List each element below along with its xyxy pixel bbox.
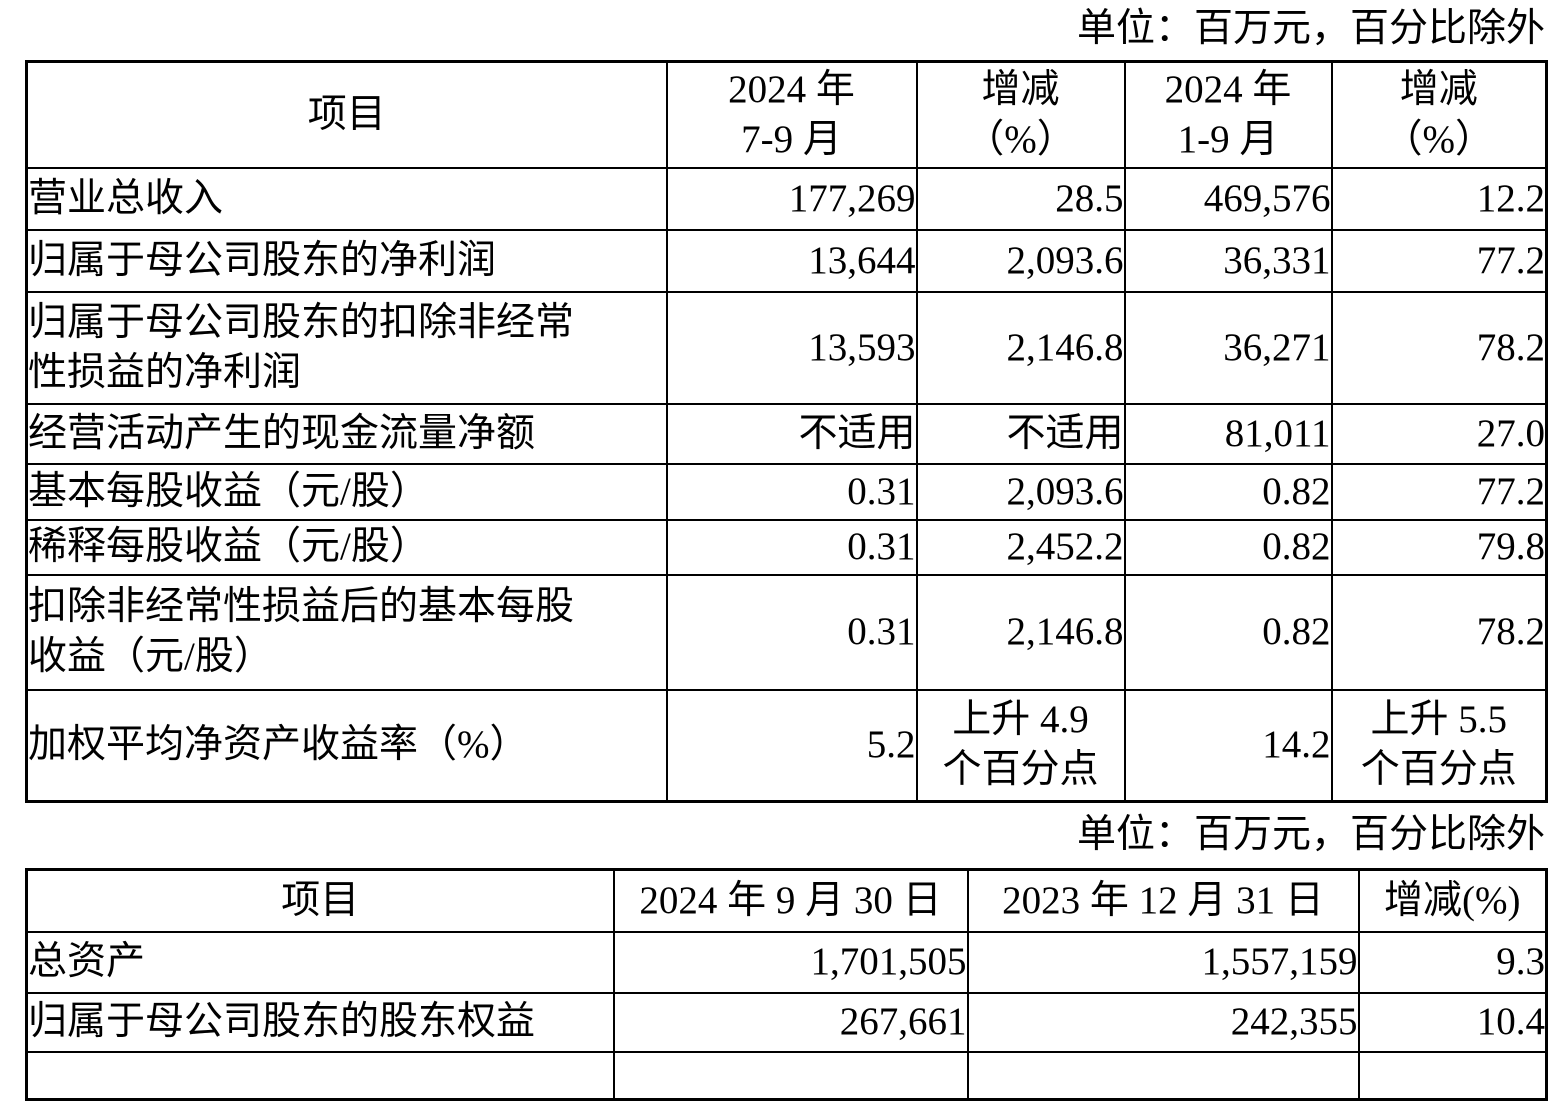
value-cell-q3: 0.31	[665, 573, 918, 691]
row-label-cell: 营业总收入	[25, 166, 668, 231]
row-label-cell: 稀释每股收益（元/股）	[25, 518, 668, 576]
value-cell-ytd: 81,011	[1123, 402, 1333, 465]
column-header-2024-09-30: 2024 年 9 月 30 日	[612, 868, 969, 933]
value-cell-change: 9.3	[1357, 930, 1548, 994]
value-cell-ytd-change: 上升 5.5 个百分点	[1330, 688, 1548, 803]
value-cell-ytd: 36,331	[1123, 228, 1333, 293]
value-cell-ytd-change: 79.8	[1330, 518, 1548, 576]
value-cell-ytd-change: 78.2	[1330, 573, 1548, 691]
column-header-item: 项目	[25, 868, 615, 933]
table-header-row: 项目 2024 年 9 月 30 日 2023 年 12 月 31 日 增减(%…	[25, 868, 1548, 933]
row-label-cell: 经营活动产生的现金流量净额	[25, 402, 668, 465]
quarterly-results-table: 项目 2024 年 7-9 月 增减 （%） 2024 年 1-9 月 增减 （…	[25, 60, 1548, 803]
value-cell-q3: 177,269	[665, 166, 918, 231]
value-cell-q3: 0.31	[665, 518, 918, 576]
table-row: 营业总收入 177,269 28.5 469,576 12.2	[25, 166, 1548, 231]
column-header-2024-q3: 2024 年 7-9 月	[665, 60, 918, 169]
value-cell-ytd: 0.82	[1123, 462, 1333, 521]
value-cell-ytd-change: 27.0	[1330, 402, 1548, 465]
table-row: 加权平均净资产收益率（%） 5.2 上升 4.9 个百分点 14.2 上升 5.…	[25, 688, 1548, 803]
row-label-cell: 归属于母公司股东的扣除非经常 性损益的净利润	[25, 290, 668, 405]
value-cell-ytd-change: 77.2	[1330, 462, 1548, 521]
table-row: 归属于母公司股东的扣除非经常 性损益的净利润 13,593 2,146.8 36…	[25, 290, 1548, 405]
row-label-cell: 总资产	[25, 930, 615, 994]
value-cell-q3-change: 2,146.8	[915, 290, 1126, 405]
value-cell-q3-change: 不适用	[915, 402, 1126, 465]
row-label-cell	[25, 1050, 615, 1101]
row-label-cell: 基本每股收益（元/股）	[25, 462, 668, 521]
table-row: 归属于母公司股东的净利润 13,644 2,093.6 36,331 77.2	[25, 228, 1548, 293]
column-header-item: 项目	[25, 60, 668, 169]
value-cell-2024: 267,661	[612, 991, 969, 1053]
value-cell-change	[1357, 1050, 1548, 1101]
value-cell-q3: 13,644	[665, 228, 918, 293]
value-cell-ytd: 0.82	[1123, 518, 1333, 576]
value-cell-ytd: 14.2	[1123, 688, 1333, 803]
value-cell-q3-change: 2,093.6	[915, 228, 1126, 293]
value-cell-ytd-change: 12.2	[1330, 166, 1548, 231]
row-label-cell: 加权平均净资产收益率（%）	[25, 688, 668, 803]
unit-note: 单位：百万元，百分比除外	[1076, 813, 1545, 856]
value-cell-q3-change: 2,093.6	[915, 462, 1126, 521]
value-cell-2024	[612, 1050, 969, 1101]
row-label-cell: 归属于母公司股东的净利润	[25, 228, 668, 293]
value-cell-q3: 13,593	[665, 290, 918, 405]
value-cell-q3-change: 2,146.8	[915, 573, 1126, 691]
table-row: 扣除非经常性损益后的基本每股 收益（元/股） 0.31 2,146.8 0.82…	[25, 573, 1548, 691]
value-cell-q3: 不适用	[665, 402, 918, 465]
value-cell-ytd-change: 78.2	[1330, 290, 1548, 405]
value-cell-ytd: 36,271	[1123, 290, 1333, 405]
table-row: 基本每股收益（元/股） 0.31 2,093.6 0.82 77.2	[25, 462, 1548, 521]
value-cell-ytd-change: 77.2	[1330, 228, 1548, 293]
value-cell-q3: 5.2	[665, 688, 918, 803]
unit-note: 单位：百万元，百分比除外	[1076, 7, 1545, 50]
table-header-row: 项目 2024 年 7-9 月 增减 （%） 2024 年 1-9 月 增减 （…	[25, 60, 1548, 169]
value-cell-change: 10.4	[1357, 991, 1548, 1053]
table-row: 归属于母公司股东的股东权益 267,661 242,355 10.4	[25, 991, 1548, 1053]
value-cell-ytd: 0.82	[1123, 573, 1333, 691]
balance-sheet-table: 项目 2024 年 9 月 30 日 2023 年 12 月 31 日 增减(%…	[25, 868, 1548, 1101]
row-label-cell: 归属于母公司股东的股东权益	[25, 991, 615, 1053]
column-header-q3-change: 增减 （%）	[915, 60, 1126, 169]
row-label-cell: 扣除非经常性损益后的基本每股 收益（元/股）	[25, 573, 668, 691]
column-header-change: 增减(%)	[1357, 868, 1548, 933]
table-row: 稀释每股收益（元/股） 0.31 2,452.2 0.82 79.8	[25, 518, 1548, 576]
value-cell-2023	[966, 1050, 1360, 1101]
table-row: 总资产 1,701,505 1,557,159 9.3	[25, 930, 1548, 994]
value-cell-q3-change: 28.5	[915, 166, 1126, 231]
table-row-partial	[25, 1050, 1548, 1101]
value-cell-q3-change: 上升 4.9 个百分点	[915, 688, 1126, 803]
value-cell-2023: 1,557,159	[966, 930, 1360, 994]
value-cell-2023: 242,355	[966, 991, 1360, 1053]
table-row: 经营活动产生的现金流量净额 不适用 不适用 81,011 27.0	[25, 402, 1548, 465]
value-cell-2024: 1,701,505	[612, 930, 969, 994]
column-header-ytd-change: 增减 （%）	[1330, 60, 1548, 169]
value-cell-q3: 0.31	[665, 462, 918, 521]
value-cell-q3-change: 2,452.2	[915, 518, 1126, 576]
value-cell-ytd: 469,576	[1123, 166, 1333, 231]
column-header-2023-12-31: 2023 年 12 月 31 日	[966, 868, 1360, 933]
column-header-2024-ytd: 2024 年 1-9 月	[1123, 60, 1333, 169]
